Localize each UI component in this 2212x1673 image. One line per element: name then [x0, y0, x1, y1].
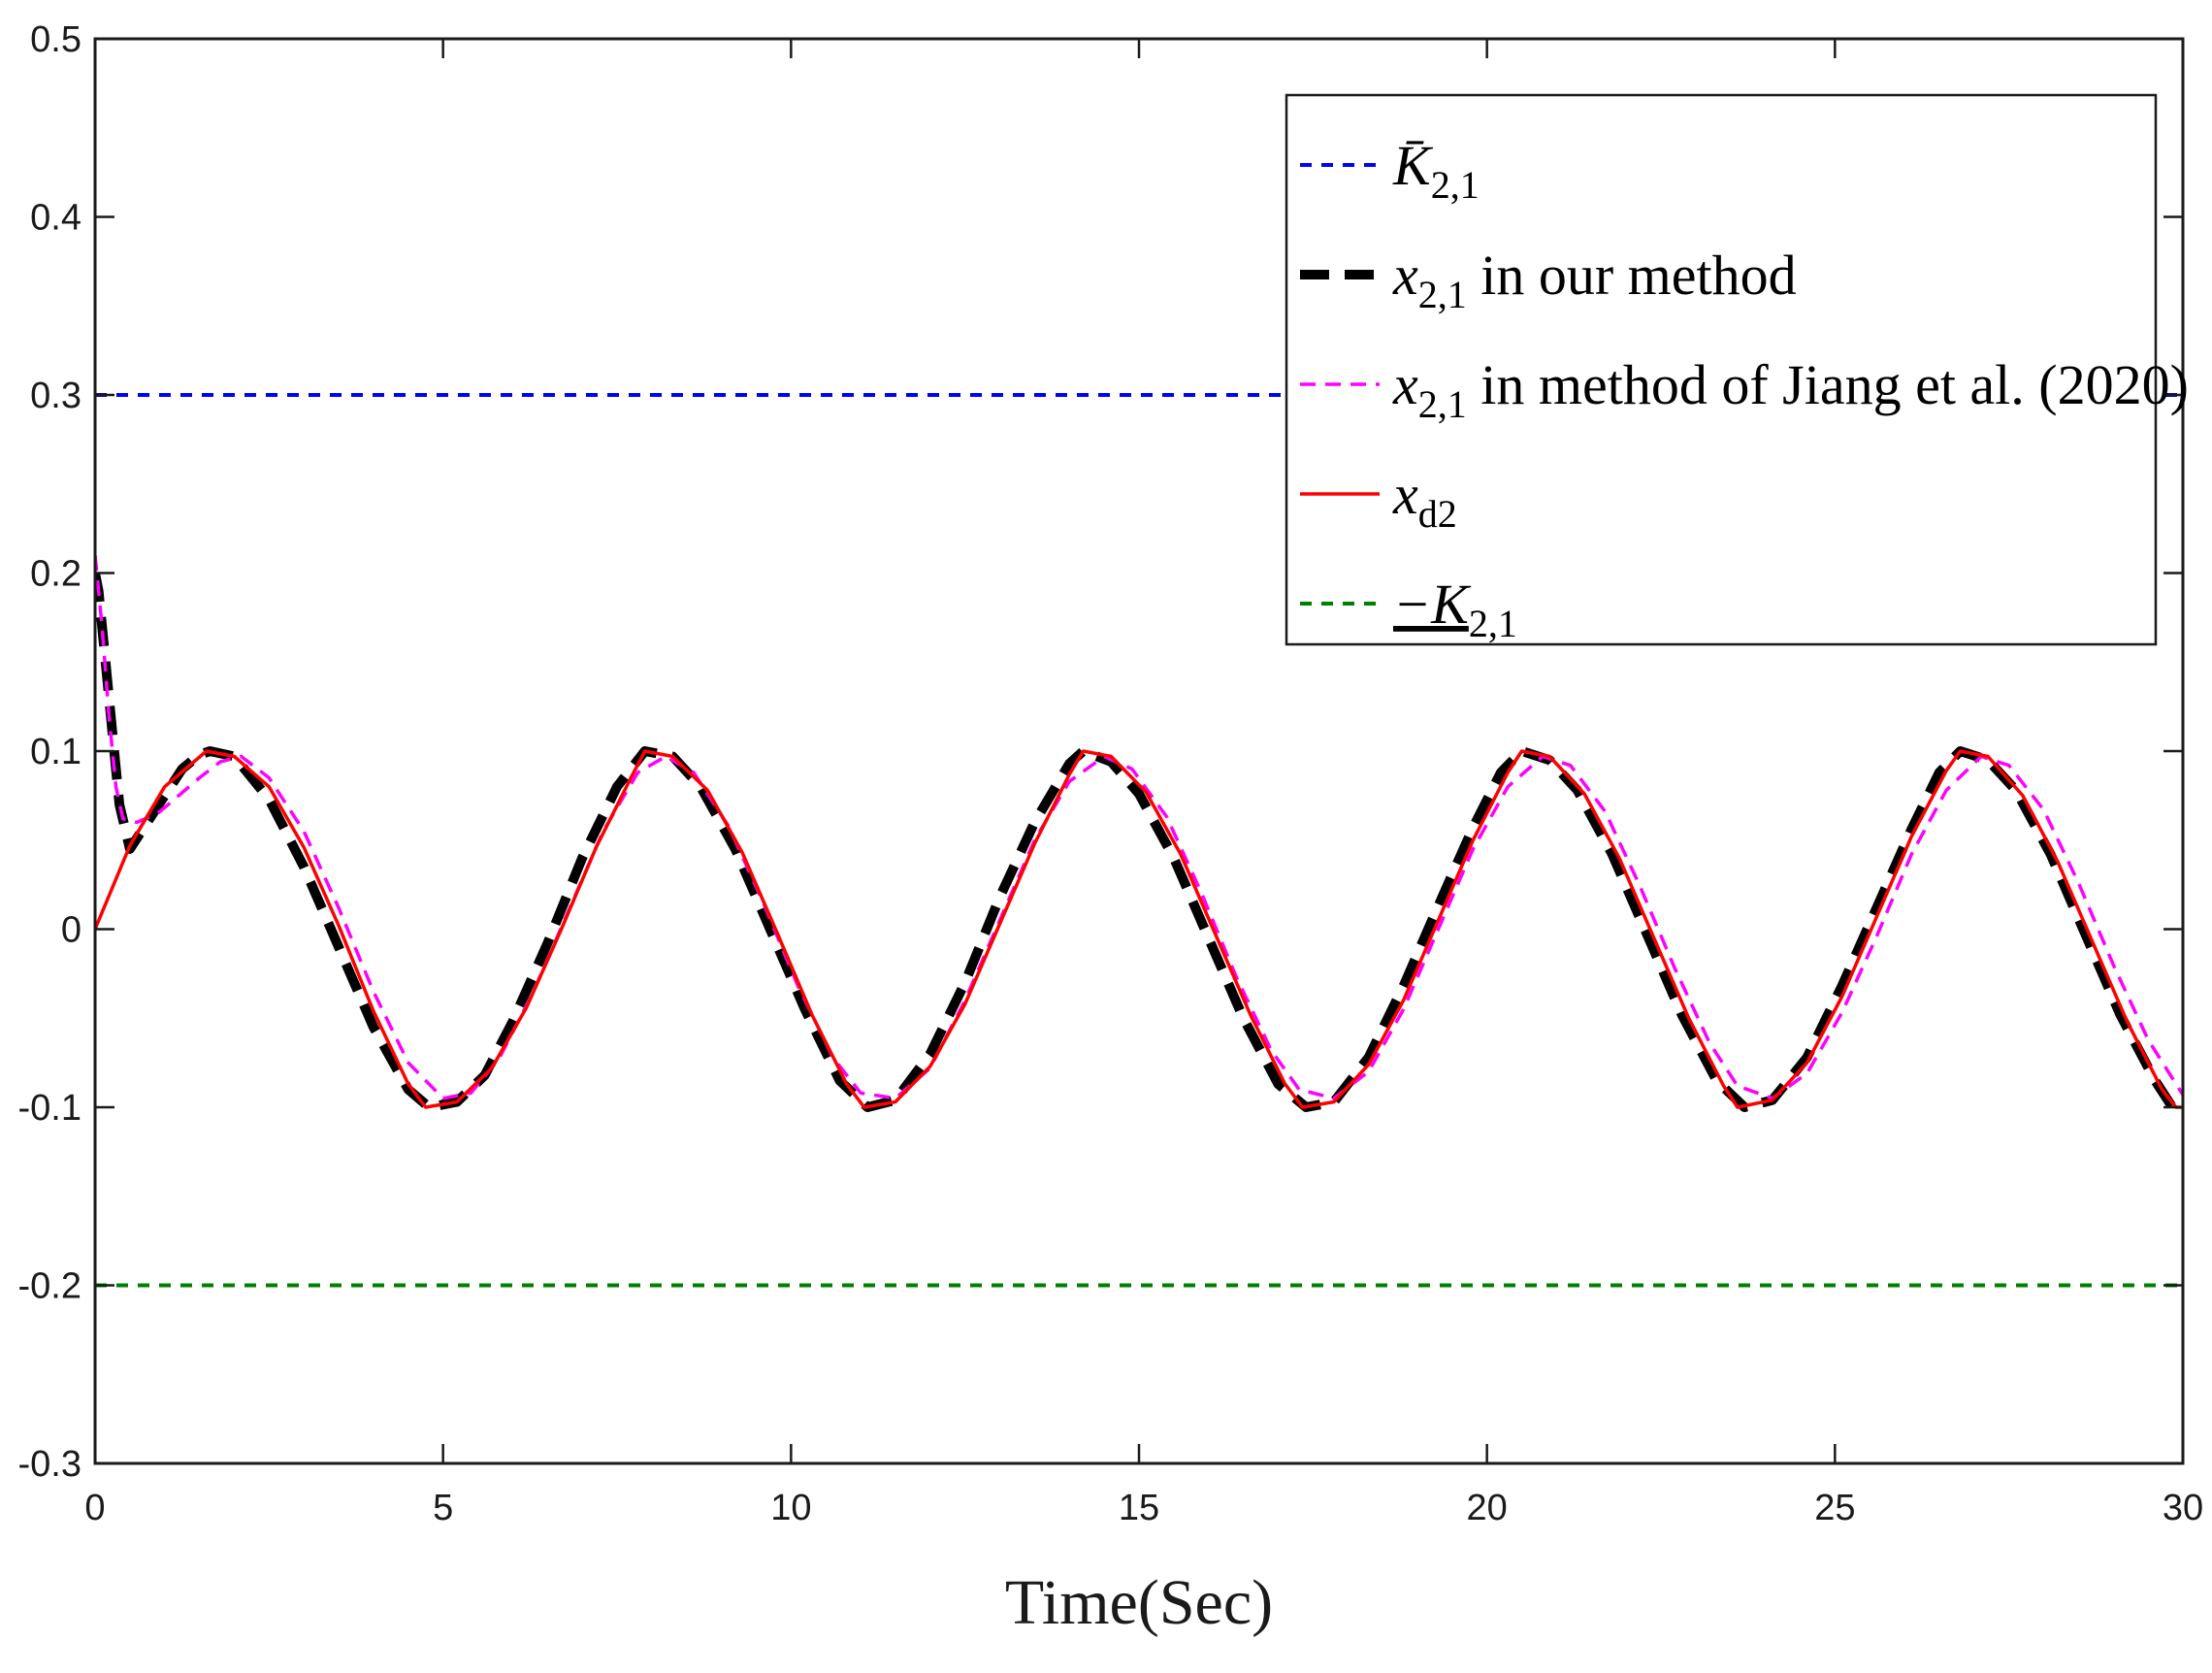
- y-tick-label: -0.2: [18, 1266, 81, 1307]
- y-tick-label: 0.3: [30, 376, 81, 416]
- y-tick-label: 0.5: [30, 19, 81, 60]
- y-tick-label: 0.1: [30, 732, 81, 772]
- series-line-x21-ours: [95, 572, 2183, 1112]
- legend: K̄2,1 x2,1 in our method x2,1 in method of…: [1285, 93, 2189, 646]
- legend-label-lower-bound: −K2,1: [1393, 573, 1517, 645]
- ticks-layer: 0 5 10 15 20 25 30 -0.3 -0.2 -0.1 0 0.1 0.2 0.3 0.4 0.5: [18, 19, 2204, 1528]
- legend-label-xd2: xd2: [1392, 463, 1457, 536]
- series-line-xd2: [95, 749, 2183, 1109]
- x-tick-label: 15: [1119, 1488, 1159, 1528]
- x-tick-label: 30: [2163, 1488, 2203, 1528]
- y-tick-label: -0.1: [18, 1088, 81, 1129]
- x-tick-label: 25: [1814, 1488, 1855, 1528]
- legend-label-upper-bound: K̄2,1: [1392, 134, 1480, 207]
- legend-label-x21-jiang: x2,1 in method of Jiang et al. (2020): [1392, 353, 2189, 426]
- series-layer: [95, 393, 2183, 1288]
- x-tick-label: 0: [84, 1488, 105, 1528]
- legend-box: [1285, 93, 2158, 646]
- y-tick-label: 0.4: [30, 198, 81, 239]
- y-tick-label: 0.2: [30, 554, 81, 595]
- y-tick-label: 0: [61, 910, 81, 951]
- x-tick-label: 5: [433, 1488, 453, 1528]
- x-axis-title: Time(Sec): [1005, 1567, 1273, 1638]
- legend-label-x21-ours: x2,1 in our method: [1392, 244, 1797, 316]
- x-tick-label: 10: [770, 1488, 811, 1528]
- y-tick-label: -0.3: [18, 1444, 81, 1485]
- x-tick-label: 20: [1467, 1488, 1508, 1528]
